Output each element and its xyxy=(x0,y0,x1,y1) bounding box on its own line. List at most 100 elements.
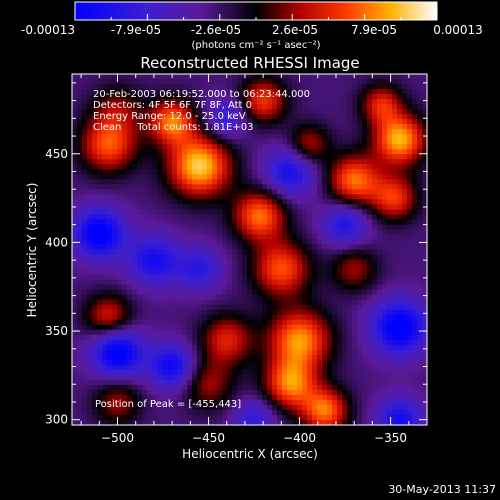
heatmap-cell xyxy=(157,254,163,261)
heatmap-cell xyxy=(257,94,263,100)
heatmap-cell xyxy=(217,159,223,165)
heatmap-cell xyxy=(262,409,268,416)
heatmap-cell xyxy=(237,199,243,205)
heatmap-cell xyxy=(337,254,343,261)
heatmap-cell xyxy=(307,239,313,246)
heatmap-cell xyxy=(327,159,333,165)
heatmap-cell xyxy=(97,204,103,210)
heatmap-cell xyxy=(212,274,218,281)
heatmap-cell xyxy=(252,224,258,231)
heatmap-cell xyxy=(102,89,108,95)
heatmap-cell xyxy=(322,79,328,85)
heatmap-cell xyxy=(412,334,418,341)
heatmap-cell xyxy=(247,234,253,241)
heatmap-cell xyxy=(192,94,198,100)
heatmap-cell xyxy=(112,399,118,406)
heatmap-cell xyxy=(222,389,228,396)
heatmap-cell xyxy=(72,104,78,110)
heatmap-cell xyxy=(357,394,363,401)
heatmap-cell xyxy=(187,239,193,246)
heatmap-cell xyxy=(147,149,153,155)
heatmap-cell xyxy=(327,149,333,155)
heatmap-cell xyxy=(112,84,118,90)
heatmap-cell xyxy=(227,309,233,316)
heatmap-cell xyxy=(372,79,378,85)
heatmap-cell xyxy=(362,234,368,241)
heatmap-cell xyxy=(102,214,108,221)
heatmap-cell xyxy=(162,79,168,85)
heatmap-cell xyxy=(137,179,143,185)
heatmap-cell xyxy=(82,214,88,221)
heatmap-cell xyxy=(302,399,308,406)
heatmap-cell xyxy=(102,254,108,261)
heatmap-cell xyxy=(302,249,308,256)
heatmap-cell xyxy=(107,104,113,110)
heatmap-cell xyxy=(222,404,228,411)
heatmap-cell xyxy=(402,149,408,155)
heatmap-cell xyxy=(207,249,213,256)
heatmap-cell xyxy=(147,229,153,236)
heatmap-cell xyxy=(142,264,148,271)
heatmap-cell xyxy=(202,344,208,351)
heatmap-cell xyxy=(317,149,323,155)
heatmap-cell xyxy=(267,179,273,185)
heatmap-cell xyxy=(237,144,243,150)
heatmap-cell xyxy=(142,269,148,276)
heatmap-cell xyxy=(147,109,153,115)
heatmap-cell xyxy=(382,374,388,381)
heatmap-cell xyxy=(87,294,93,301)
heatmap-cell xyxy=(242,314,248,321)
heatmap-cell xyxy=(142,419,148,426)
heatmap-cell xyxy=(92,164,98,170)
heatmap-cell xyxy=(207,419,213,426)
heatmap-cell xyxy=(127,334,133,341)
heatmap-cell xyxy=(192,269,198,276)
heatmap-cell xyxy=(227,129,233,135)
heatmap-cell xyxy=(277,174,283,180)
heatmap-cell xyxy=(117,124,123,130)
heatmap-cell xyxy=(417,364,423,371)
heatmap-cell xyxy=(242,329,248,336)
heatmap-cell xyxy=(392,99,398,105)
heatmap-cell xyxy=(347,359,353,366)
heatmap-cell xyxy=(112,314,118,321)
heatmap-cell xyxy=(162,189,168,195)
heatmap-cell xyxy=(167,239,173,246)
heatmap-cell xyxy=(412,324,418,331)
heatmap-cell xyxy=(142,339,148,346)
heatmap-cell xyxy=(352,394,358,401)
heatmap-cell xyxy=(312,364,318,371)
heatmap-cell xyxy=(227,214,233,221)
heatmap-cell xyxy=(377,214,383,221)
heatmap-cell xyxy=(197,164,203,170)
heatmap-cell xyxy=(102,274,108,281)
heatmap-cell xyxy=(142,234,148,241)
heatmap-cell xyxy=(127,419,133,426)
heatmap-cell xyxy=(392,219,398,226)
heatmap-cell xyxy=(362,169,368,175)
heatmap-cell xyxy=(82,344,88,351)
heatmap-cell xyxy=(202,214,208,221)
heatmap-cell xyxy=(227,244,233,251)
heatmap-cell xyxy=(397,84,403,90)
heatmap-cell xyxy=(312,229,318,236)
heatmap-cell xyxy=(222,114,228,120)
heatmap-cell xyxy=(252,279,258,286)
heatmap-cell xyxy=(362,149,368,155)
heatmap-cell xyxy=(257,239,263,246)
heatmap-cell xyxy=(247,339,253,346)
heatmap-cell xyxy=(217,419,223,426)
heatmap-cell xyxy=(177,264,183,271)
heatmap-cell xyxy=(292,204,298,210)
heatmap-cell xyxy=(242,369,248,376)
heatmap-cell xyxy=(192,174,198,180)
heatmap-cell xyxy=(162,359,168,366)
heatmap-cell xyxy=(267,379,273,386)
heatmap-cell xyxy=(217,319,223,326)
heatmap-cell xyxy=(382,319,388,326)
heatmap-cell xyxy=(77,344,83,351)
heatmap-cell xyxy=(422,104,428,110)
heatmap-cell xyxy=(307,274,313,281)
heatmap-cell xyxy=(232,199,238,205)
heatmap-cell xyxy=(212,184,218,190)
